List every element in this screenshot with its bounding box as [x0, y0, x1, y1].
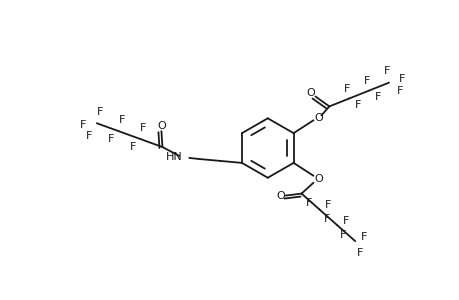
Text: F: F [107, 134, 114, 144]
Text: O: O [305, 88, 314, 98]
Text: O: O [313, 174, 322, 184]
Text: F: F [363, 76, 369, 85]
Text: F: F [342, 216, 349, 226]
Text: F: F [339, 230, 346, 240]
Text: F: F [343, 84, 350, 94]
Text: F: F [354, 100, 361, 110]
Text: F: F [374, 92, 381, 103]
Text: F: F [129, 142, 135, 152]
Text: F: F [383, 66, 389, 76]
Text: F: F [356, 248, 363, 258]
Text: F: F [325, 200, 331, 211]
Text: F: F [360, 232, 367, 242]
Text: O: O [276, 190, 285, 201]
Text: F: F [96, 107, 103, 117]
Text: F: F [324, 214, 330, 224]
Text: F: F [398, 74, 404, 84]
Text: O: O [313, 113, 322, 123]
Text: HN: HN [165, 152, 182, 162]
Text: F: F [396, 85, 402, 96]
Text: F: F [79, 120, 86, 130]
Text: F: F [140, 123, 146, 133]
Text: O: O [157, 121, 165, 131]
Text: F: F [306, 199, 312, 208]
Text: F: F [118, 115, 124, 125]
Text: F: F [85, 131, 92, 141]
